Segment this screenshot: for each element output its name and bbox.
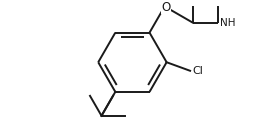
Text: O: O bbox=[161, 1, 171, 14]
Text: Cl: Cl bbox=[192, 66, 203, 76]
Text: NH: NH bbox=[220, 18, 236, 27]
